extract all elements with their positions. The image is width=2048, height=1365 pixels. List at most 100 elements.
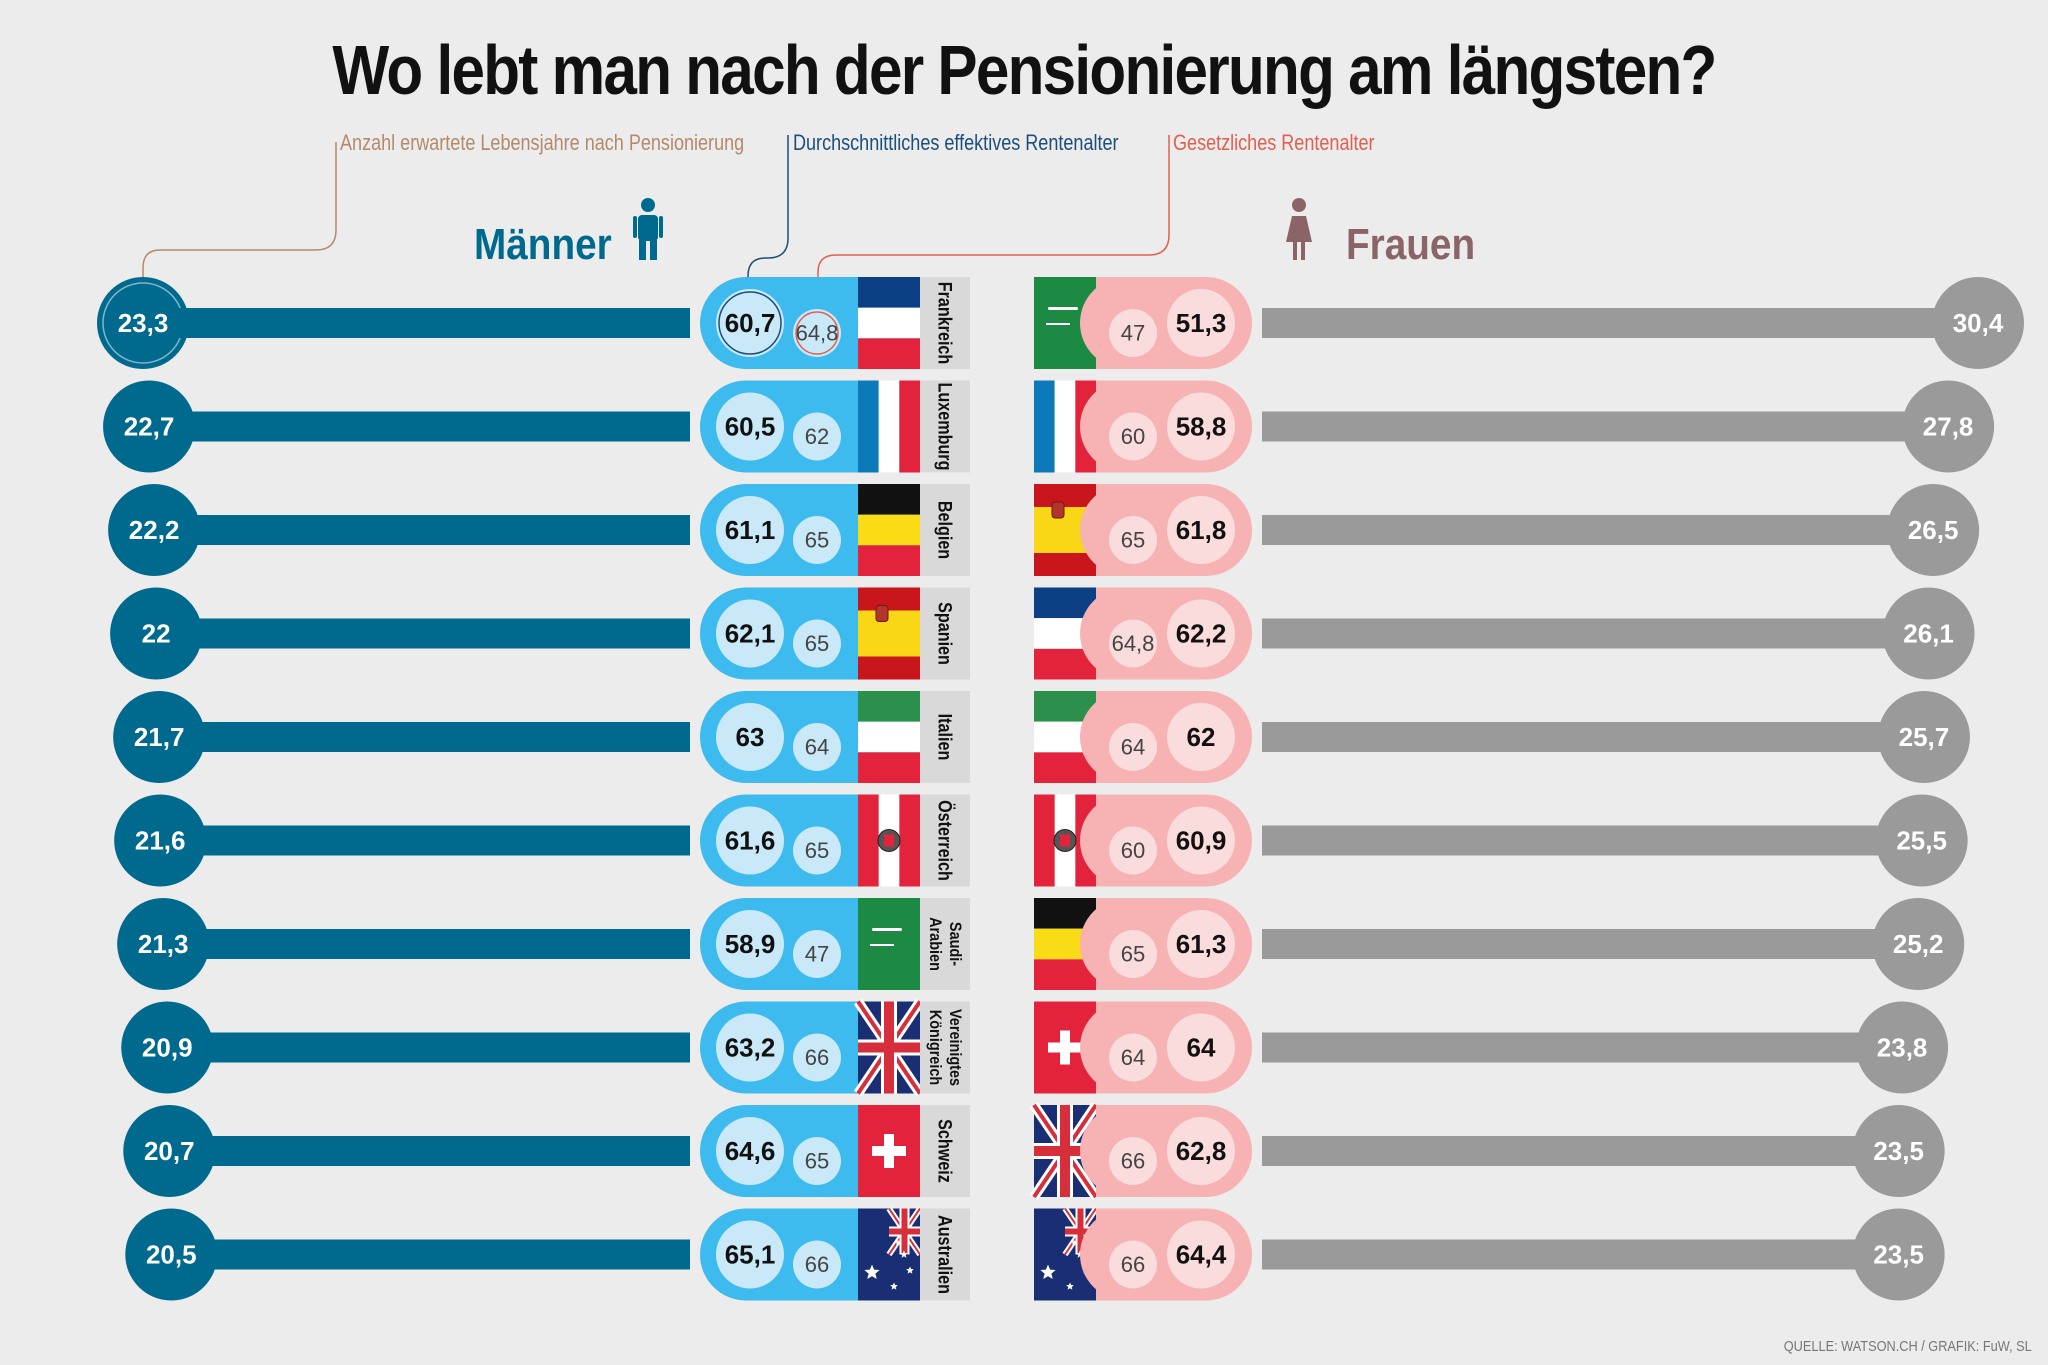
flag-part	[1060, 834, 1070, 847]
women-legal-age-circle	[1109, 412, 1157, 461]
men-effective-age-label: 60,7	[725, 308, 776, 338]
men-legal-age-circle	[793, 309, 841, 357]
men-effective-age-label: 63	[736, 722, 765, 752]
country-name: Spanien	[934, 602, 956, 665]
women-row: 64 62 25,7	[1034, 691, 1970, 783]
men-legal-age-circle	[793, 826, 841, 875]
flag-part	[858, 380, 879, 473]
women-effective-age-circle	[1167, 1013, 1235, 1082]
flag-part	[858, 545, 920, 576]
flag-switzerland-icon	[858, 1105, 920, 1197]
women-effective-age-label: 64,4	[1176, 1240, 1227, 1270]
flag-part	[1034, 380, 1055, 473]
country-label-box	[920, 1208, 970, 1301]
men-years-bar	[167, 1032, 691, 1063]
men-effective-age-label: 60,5	[725, 412, 776, 442]
flag-part	[858, 752, 920, 783]
women-effective-age-circle	[1167, 910, 1235, 978]
country-label-box	[920, 380, 970, 473]
men-effective-age-ring	[718, 291, 782, 355]
women-effective-age-label: 62,8	[1176, 1136, 1227, 1166]
flag-star	[1040, 1264, 1056, 1279]
men-years-label: 22	[142, 619, 171, 649]
men-legal-age-circle	[793, 723, 841, 771]
flag-part	[899, 380, 920, 473]
country-label: Schweiz	[934, 1119, 956, 1183]
country-label: Italien	[934, 714, 956, 761]
woman-icon	[1286, 198, 1312, 260]
men-years-label: 20,7	[144, 1136, 195, 1166]
women-row: 60 60,9 25,5	[1034, 794, 1968, 887]
men-effective-age-label: 65,1	[725, 1240, 776, 1270]
country-name: Belgien	[934, 501, 956, 559]
men-effective-age-circle	[716, 910, 784, 978]
men-effective-age-label: 61,1	[725, 515, 776, 545]
flag-france-icon	[858, 277, 920, 369]
men-legal-age-label: 66	[805, 1045, 829, 1070]
women-row: 66 62,8 23,5	[1029, 1102, 1945, 1200]
women-row: 60 58,8 27,8	[1034, 380, 1995, 473]
women-years-bubble	[1882, 587, 1975, 680]
flag-part	[872, 928, 902, 931]
men-effective-age-circle	[716, 1013, 784, 1082]
flag-part	[858, 721, 920, 753]
women-legal-age-label: 64,8	[1112, 631, 1155, 656]
women-years-bubble	[1887, 484, 1980, 576]
women-years-bar	[1262, 1136, 1899, 1166]
flag-austria-icon	[858, 794, 920, 887]
country-name: Frankreich	[934, 282, 956, 365]
legend-leader-effective	[747, 135, 789, 284]
person-head	[641, 198, 655, 212]
women-effective-age-label: 58,8	[1176, 412, 1227, 442]
person-leg	[1301, 242, 1305, 260]
women-legal-age-label: 66	[1121, 1149, 1145, 1174]
women-years-label: 26,1	[1903, 619, 1954, 649]
men-row: 21,6 61,6 65 Österreich	[114, 794, 970, 887]
men-years-label: 21,3	[138, 929, 189, 959]
men-row: 21,7 63 64 Italien	[113, 691, 970, 783]
women-years-label: 30,4	[1953, 308, 2004, 338]
men-legal-age-circle	[793, 1033, 841, 1082]
flag-part	[858, 610, 920, 657]
men-legal-age-label: 65	[805, 528, 829, 553]
women-row: 64,8 62,2 26,1	[1034, 587, 1975, 680]
flag-uk-icon	[853, 998, 925, 1097]
flag-part	[1051, 501, 1065, 519]
women-row: 65 61,8 26,5	[1034, 484, 1980, 576]
men-row: 22 62,1 65 Spanien	[110, 587, 970, 680]
source-credit: QUELLE: WATSON.CH / GRAFIK: FuW, SL	[1784, 1338, 2032, 1355]
flag-italy-icon	[858, 691, 920, 783]
flag-part	[1046, 323, 1070, 325]
country-name: Saudi-	[946, 922, 964, 966]
men-legal-age-label: 65	[805, 1149, 829, 1174]
flag-part	[858, 338, 920, 369]
country-label: Australien	[934, 1215, 956, 1294]
flag-part	[884, 834, 894, 847]
country-label: Österreich	[934, 800, 956, 881]
flag-star	[1066, 1282, 1074, 1290]
women-effective-age-label: 61,3	[1176, 929, 1227, 959]
country-label-box	[920, 1001, 970, 1094]
men-effective-age-label: 63,2	[725, 1033, 776, 1063]
men-years-bar	[169, 1136, 690, 1166]
men-effective-age-circle	[716, 806, 784, 875]
men-effective-age-label: 58,9	[725, 929, 776, 959]
flag-star	[1071, 1239, 1077, 1245]
men-years-label: 21,7	[134, 722, 185, 752]
flag-part	[858, 307, 920, 339]
women-effective-age-circle	[1167, 289, 1235, 357]
women-years-label: 23,5	[1873, 1240, 1924, 1270]
person-leg	[639, 240, 646, 260]
women-years-bar	[1262, 308, 1978, 338]
men-years-label: 21,6	[135, 826, 186, 856]
country-label-box	[920, 484, 970, 576]
women-legal-age-circle	[1109, 309, 1157, 357]
men-legal-age-circle	[793, 1240, 841, 1289]
men-effective-age-circle	[716, 1220, 784, 1289]
men-legal-age-label: 66	[805, 1252, 829, 1277]
country-name: Australien	[934, 1215, 956, 1294]
person-arm	[659, 216, 663, 238]
men-legal-age-label: 62	[805, 424, 829, 449]
women-years-bar	[1262, 411, 1949, 442]
